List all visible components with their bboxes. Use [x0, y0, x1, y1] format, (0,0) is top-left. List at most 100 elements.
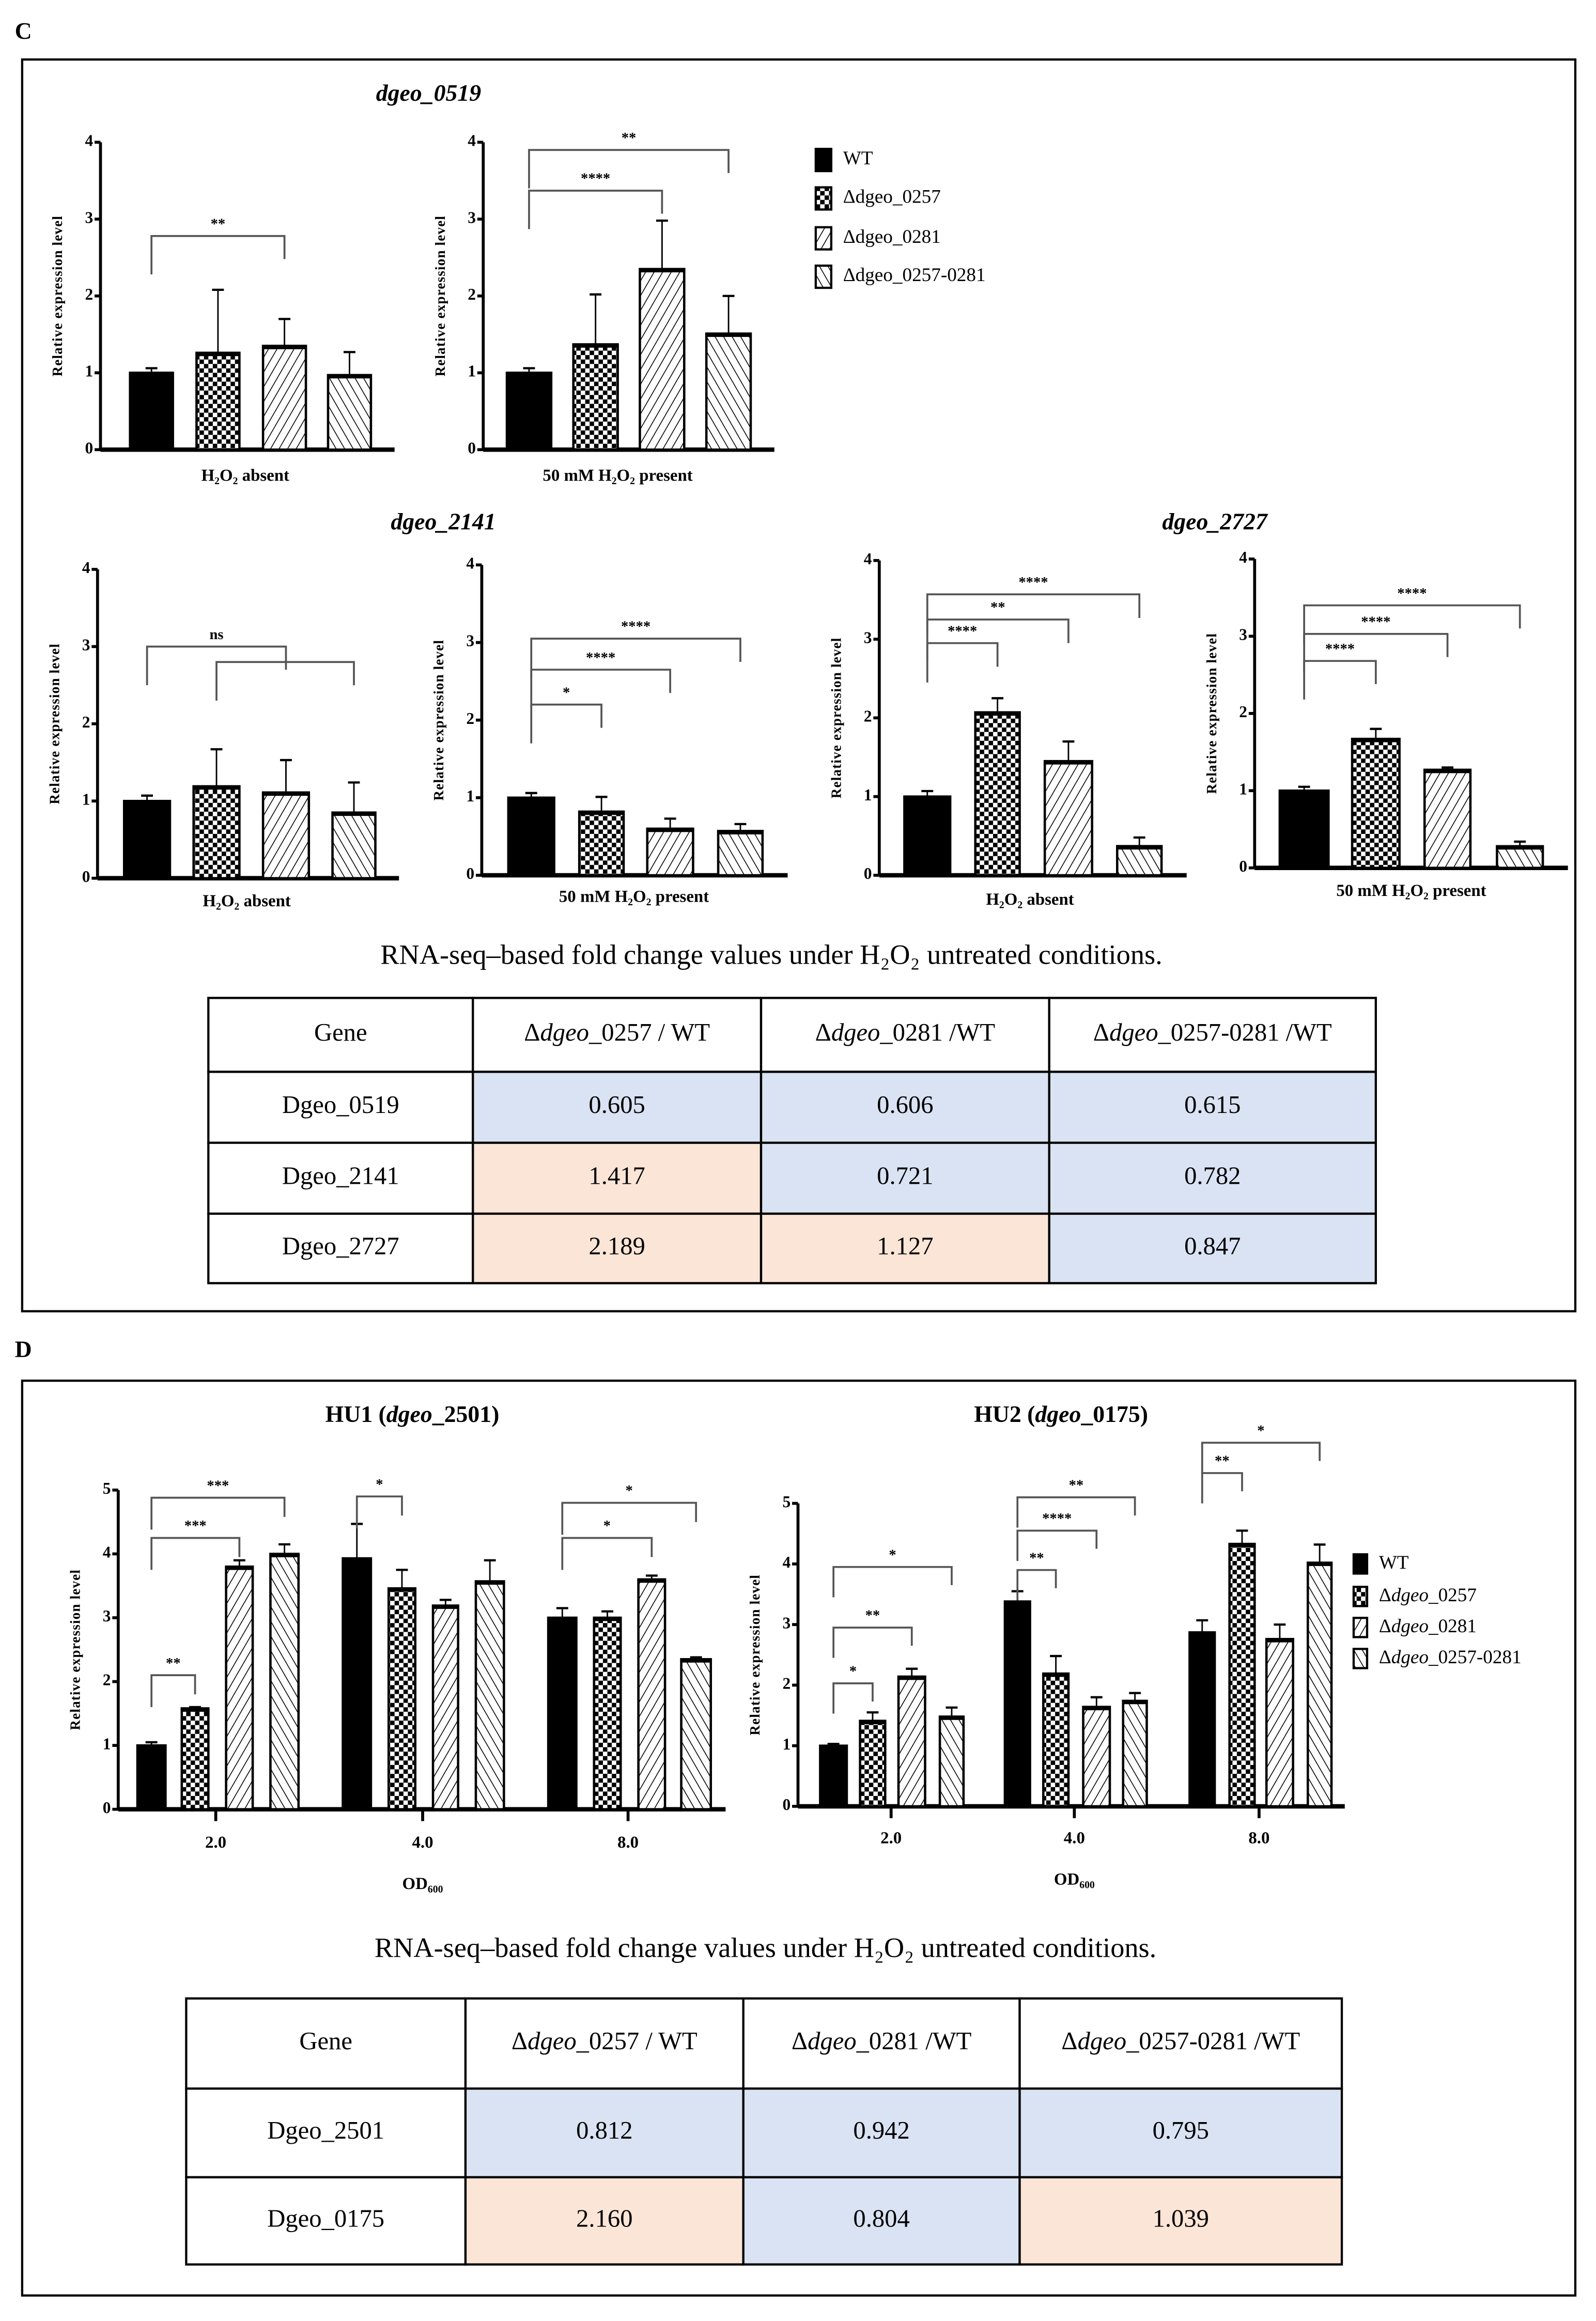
bar — [639, 268, 686, 451]
caption-panel-c: RNA-seq–based fold change values under H… — [380, 939, 1162, 970]
legend-text: _0257 — [1428, 1584, 1477, 1605]
y-tick-label: 4 — [864, 550, 872, 568]
significance-bracket — [1303, 604, 1521, 644]
x-axis-label: 50 mM H₂O₂ present — [1336, 881, 1486, 900]
charts: 0 1 2 3 4 Relative expression level H₂O₂ absen… — [47, 130, 1568, 1893]
y-tick-label: 1 — [864, 786, 872, 804]
header-text: _0257-0281 /WT — [1158, 1018, 1332, 1046]
table-value: 0.812 — [576, 2116, 632, 2144]
y-tick-label: 0 — [466, 864, 474, 883]
legend-text: WT — [1379, 1552, 1409, 1573]
title-hu1: HU1 (dgeo_2501) — [326, 1401, 500, 1427]
legend-item: WT — [1379, 1552, 1409, 1573]
table-value: Dgeo_2141 — [282, 1162, 399, 1189]
significance-label: **** — [1397, 585, 1427, 601]
table-header: Δdgeo_0281 /WT — [815, 1018, 996, 1046]
significance-bracket — [150, 235, 286, 275]
bar — [637, 1578, 667, 1811]
y-tick-label: 4 — [82, 559, 90, 577]
significance-label: **** — [586, 650, 615, 666]
header-text: _0281 /WT — [879, 1018, 995, 1046]
bar — [192, 785, 241, 879]
y-tick-label: 1 — [85, 362, 93, 380]
significance-label: * — [889, 1547, 896, 1563]
y-axis-label: Relative expression level — [828, 638, 844, 799]
y-tick-label: 3 — [466, 632, 474, 650]
significance-label: **** — [1018, 575, 1048, 591]
significance-bracket — [1016, 1569, 1057, 1601]
x-axis-label: OD₆₀₀ — [402, 1875, 443, 1893]
header-text: dgeo — [808, 2027, 856, 2055]
significance-label: **** — [581, 171, 610, 187]
table-cell — [760, 1141, 1050, 1215]
title-dgeo-0519: dgeo_0519 — [376, 80, 481, 106]
fold-change-table-c: Gene Δdgeo_0257 / WT Δdgeo_0281 /WT Δdgeo_0… — [207, 997, 1377, 1285]
x-axis-label: 50 mM H₂O₂ present — [543, 466, 692, 485]
bar — [331, 811, 377, 879]
y-axis-label: Relative expression level — [50, 215, 65, 377]
panel-label-d: D — [15, 1336, 32, 1362]
table-cell — [185, 1997, 467, 2090]
x-tick-label: 4.0 — [412, 1833, 433, 1852]
legend-text: Δ — [1379, 1646, 1391, 1667]
legend-item: WT — [843, 148, 873, 169]
table-cell — [207, 1212, 474, 1285]
legend-text: Δ — [1379, 1584, 1391, 1605]
table-value: 2.189 — [588, 1232, 645, 1260]
table-header: Δdgeo_0281 /WT — [792, 2027, 972, 2055]
table-cell — [742, 2176, 1021, 2266]
y-tick-label: 0 — [1239, 857, 1247, 875]
bar — [474, 1580, 505, 1811]
significance-bracket — [530, 703, 602, 744]
legend-item: Δdgeo_0257 — [1379, 1584, 1477, 1605]
significance-label: ** — [1069, 1478, 1084, 1494]
bar — [1351, 737, 1401, 869]
legend-text: dgeo — [1391, 1584, 1429, 1605]
y-tick-label: 1 — [1239, 780, 1247, 798]
table-header: Δdgeo_0257-0281 /WT — [1061, 2027, 1300, 2055]
legend-item: Δdgeo_0281 — [1379, 1615, 1477, 1636]
chart-d_hu2: 0 1 2 3 4 5 Relative expression level OD₆₀₀ 2.0 4… — [747, 1423, 1345, 1889]
bar — [342, 1557, 373, 1811]
x-axis-label: H₂O₂ absent — [202, 466, 289, 485]
bar — [646, 827, 694, 877]
bar — [225, 1565, 254, 1811]
significance-label: *** — [207, 1478, 229, 1494]
legend-swatch — [814, 148, 832, 173]
significance-bracket — [926, 642, 999, 683]
fold-change-table-d: Gene Δdgeo_0257 / WT Δdgeo_0281 /WT Δdgeo_0… — [185, 1997, 1343, 2266]
x-tick-label: 8.0 — [1248, 1829, 1269, 1847]
bar — [938, 1715, 965, 1808]
table-value: Dgeo_2501 — [267, 2116, 384, 2144]
significance-bracket — [528, 190, 663, 229]
bar — [129, 372, 174, 451]
significance-label: ** — [166, 1655, 181, 1672]
header-text: dgeo — [540, 1018, 589, 1046]
y-tick-label: 0 — [103, 1799, 111, 1817]
y-tick-label: 0 — [782, 1796, 791, 1814]
table-value: Dgeo_2727 — [282, 1232, 399, 1260]
legend-item: Δdgeo_0257-0281 — [843, 265, 986, 286]
table-cell — [760, 997, 1050, 1073]
significance-bracket — [150, 1496, 286, 1530]
table-cell — [1048, 997, 1377, 1073]
y-tick-label: 0 — [85, 439, 93, 457]
bar — [1278, 789, 1330, 869]
chart-c_0519_absent: 0 1 2 3 4 Relative expression level H₂O₂ absen… — [50, 132, 395, 485]
header-text: Δ — [792, 2027, 808, 2055]
header-text: dgeo — [528, 2027, 577, 2055]
table-value: 0.782 — [1184, 1162, 1241, 1189]
significance-bracket — [150, 1537, 241, 1570]
table-value: 2.160 — [576, 2204, 632, 2232]
legend-item: Δdgeo_0281 — [843, 226, 941, 247]
y-tick-label: 4 — [468, 132, 476, 150]
significance-bracket — [146, 645, 287, 686]
y-axis-label: Relative expression level — [47, 643, 62, 804]
significance-bracket — [150, 1674, 196, 1707]
table-cell — [185, 2087, 467, 2178]
y-axis-label: Relative expression level — [67, 1569, 83, 1730]
header-text: dgeo — [1078, 2027, 1127, 2055]
legend-item: Δdgeo_0257-0281 — [1379, 1646, 1522, 1667]
y-tick-label: 5 — [103, 1479, 111, 1497]
header-text: _0257 / WT — [588, 1018, 710, 1046]
